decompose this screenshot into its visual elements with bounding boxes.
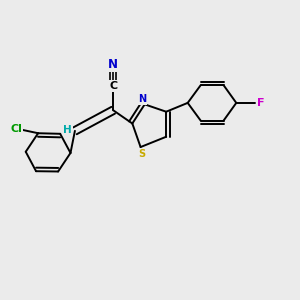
Text: F: F [257,98,265,108]
Text: N: N [138,94,146,104]
Text: H: H [63,125,72,135]
Text: Cl: Cl [11,124,22,134]
Text: S: S [139,149,145,159]
Text: C: C [110,81,118,91]
Text: N: N [108,58,118,71]
